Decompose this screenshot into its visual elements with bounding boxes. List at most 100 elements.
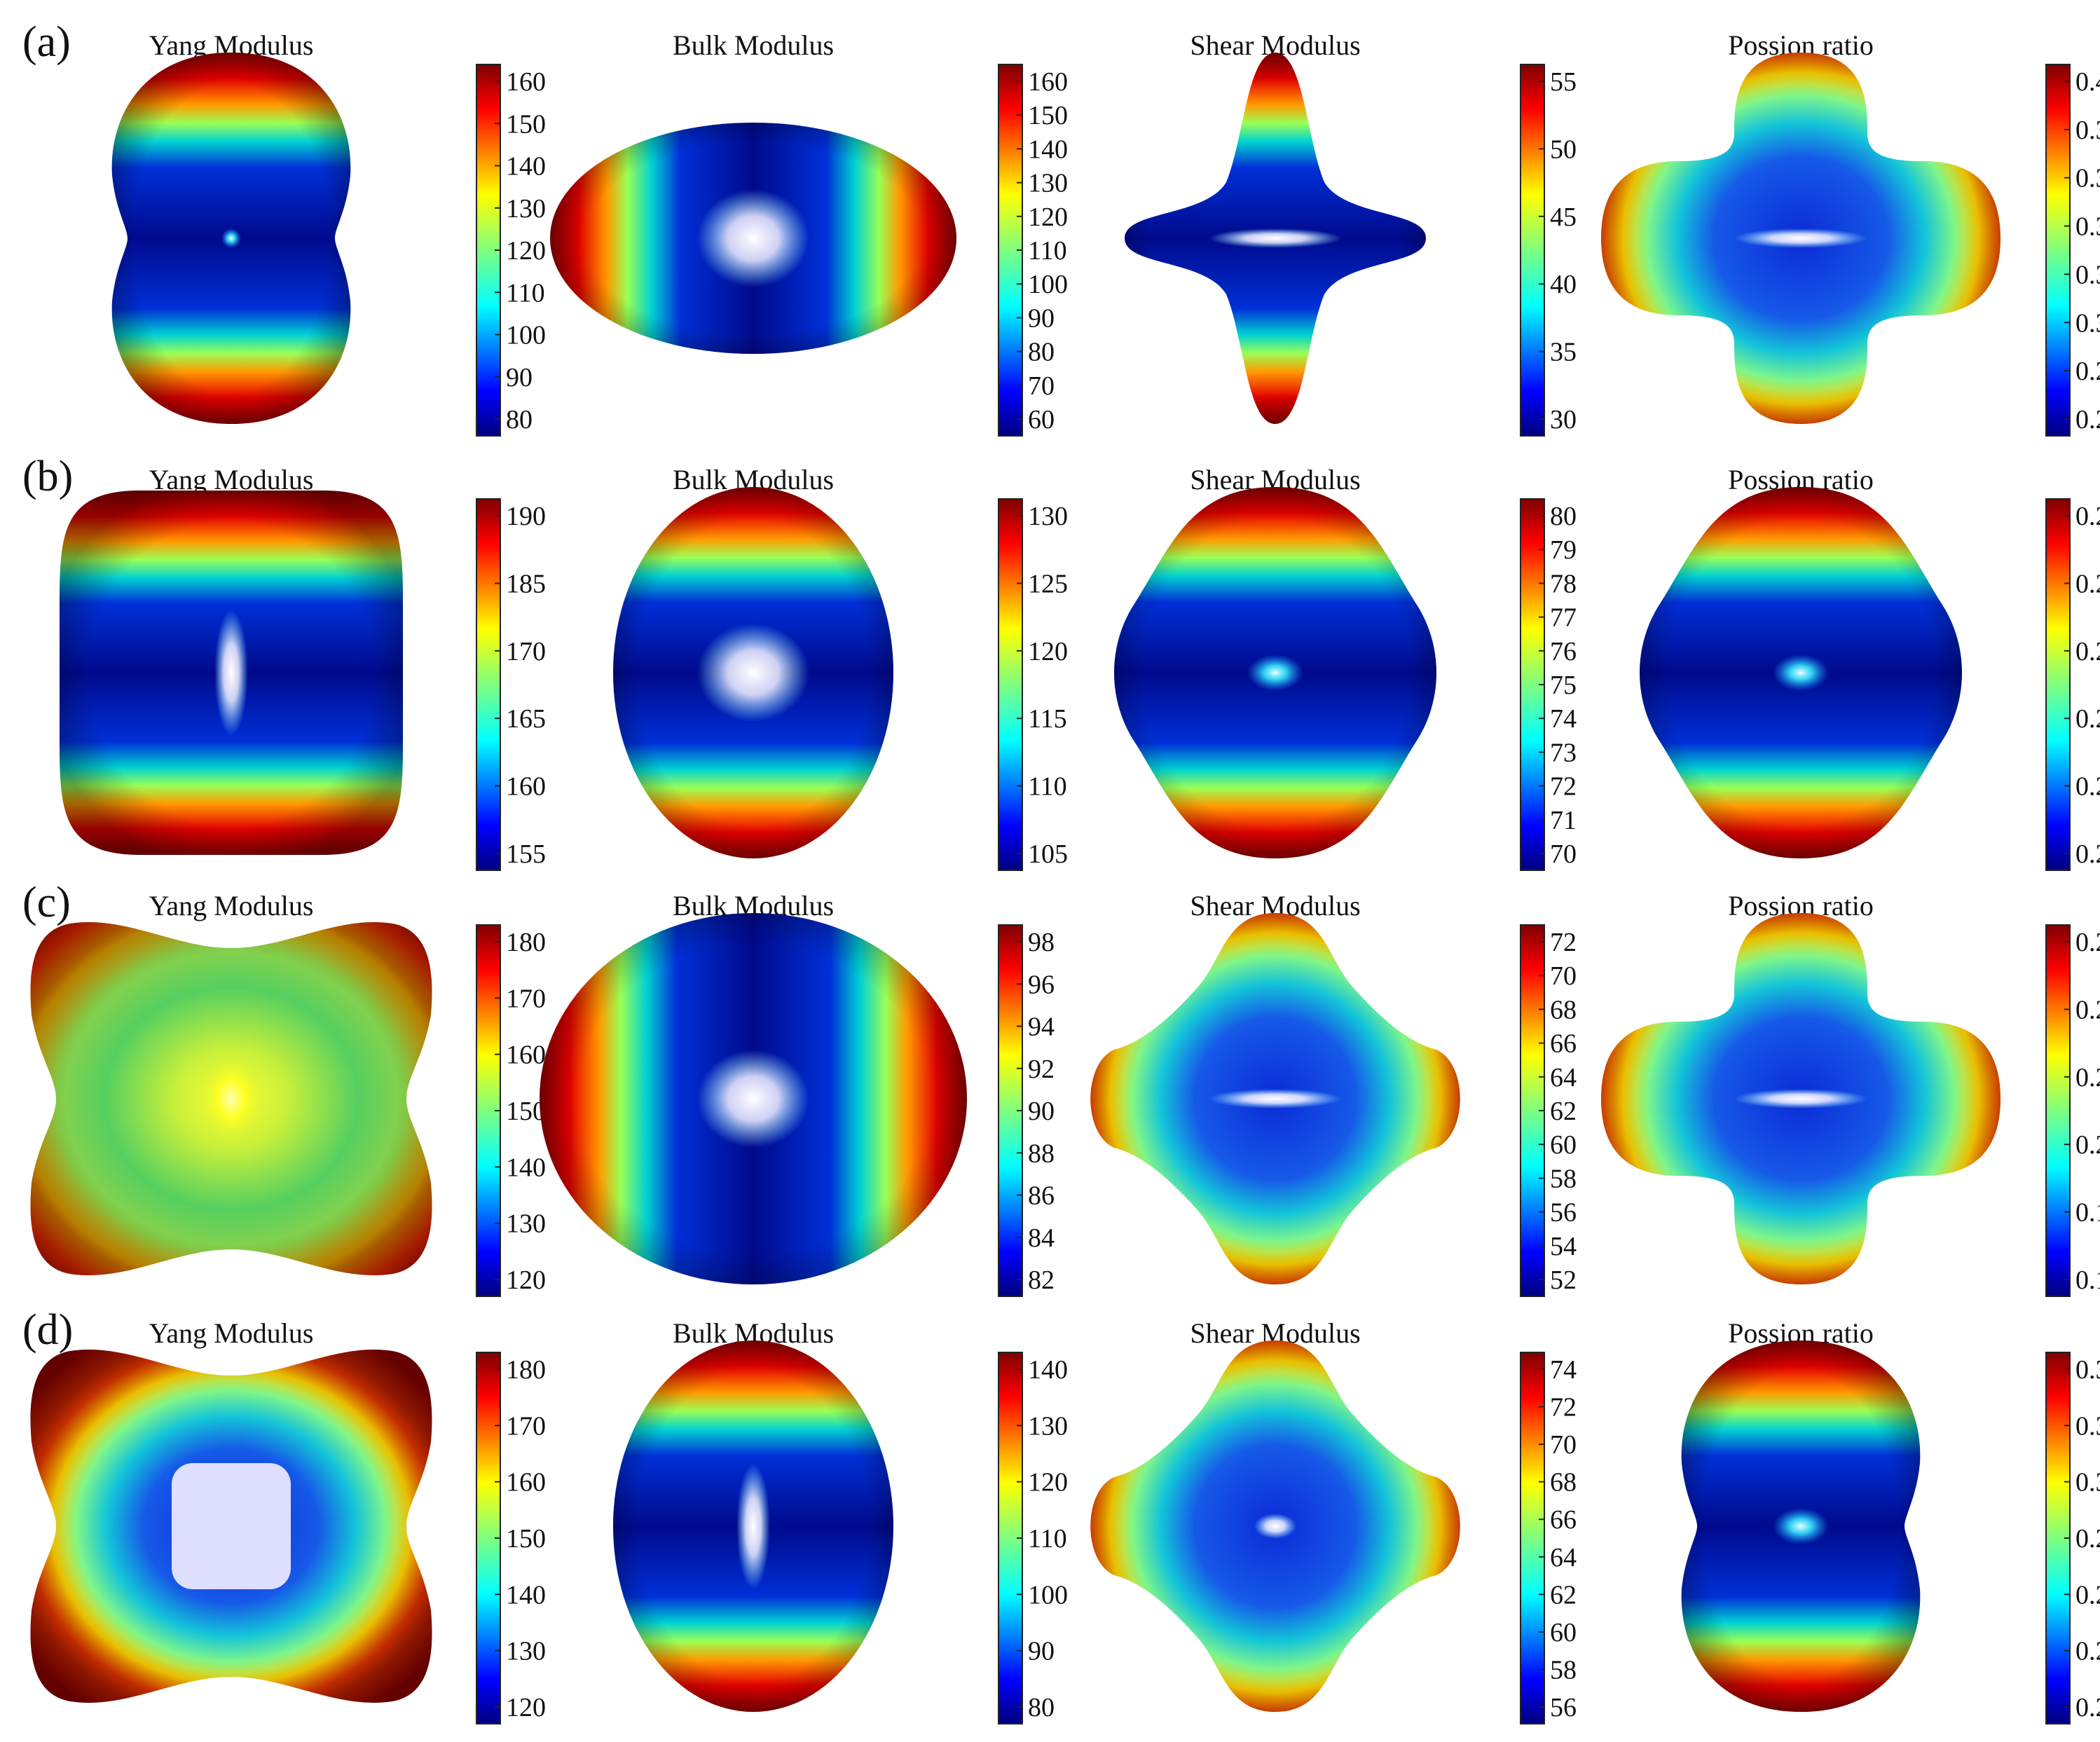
colorbar-tick-label: 0.26	[2075, 1580, 2100, 1610]
surface-plot	[30, 922, 432, 1275]
surface-plot	[1114, 487, 1436, 858]
colorbar-tick-label: 160	[506, 772, 546, 802]
colorbar-tick-label: 70	[1550, 839, 1577, 869]
colorbar-tick-label: 75	[1550, 671, 1577, 700]
colorbar-tick-label: 68	[1550, 995, 1577, 1024]
colorbar-tick-label: 110	[1028, 236, 1067, 266]
colorbar	[2045, 498, 2071, 871]
surface-plot	[540, 913, 967, 1284]
colorbar-tick-label: 150	[1028, 101, 1068, 130]
colorbar-tick-label: 180	[506, 1355, 546, 1385]
center-highlight	[1773, 654, 1829, 691]
center-highlight	[1254, 1514, 1296, 1539]
colorbar-tick-label: 160	[1028, 67, 1068, 97]
colorbar-tick-label: 120	[1028, 1468, 1068, 1497]
surface-plot	[1125, 53, 1426, 424]
colorbar-tick-label: 100	[506, 321, 546, 350]
colorbar-tick-label: 66	[1550, 1029, 1577, 1059]
center-highlight	[1734, 228, 1867, 248]
center-highlight	[697, 1050, 809, 1148]
colorbar-tick-label: 0.24	[2075, 995, 2100, 1024]
row-label: (c)	[22, 879, 71, 926]
colorbar-tick-label: 74	[1550, 704, 1577, 734]
colorbar-tick-label: 68	[1550, 1468, 1577, 1497]
colorbar-tick-label: 94	[1028, 1013, 1055, 1042]
colorbar-tick-label: 0.22	[2075, 1693, 2100, 1722]
colorbar-tick-label: 80	[1550, 502, 1577, 531]
colorbar-tick-label: 100	[1028, 1580, 1068, 1610]
colorbar-tick-label: 140	[506, 1153, 546, 1182]
colorbar-tick-label: 0.22	[2075, 1063, 2100, 1092]
colorbar-tick-label: 60	[1028, 405, 1055, 434]
surface-plot	[1601, 53, 2001, 424]
colorbar-tick-label: 74	[1550, 1355, 1577, 1385]
colorbar-tick-label: 35	[1550, 338, 1577, 367]
colorbar-tick-label: 45	[1550, 203, 1577, 232]
colorbar-tick-label: 86	[1028, 1181, 1055, 1211]
panel-title: Bulk Modulus	[673, 29, 834, 61]
colorbar-tick-label: 0.36	[2075, 164, 2100, 193]
colorbar-tick-label: 0.23	[2075, 772, 2100, 802]
surface-plot	[1681, 1340, 1921, 1712]
colorbar	[2045, 64, 2071, 437]
colorbar-tick-label: 0.28	[2075, 357, 2100, 386]
colorbar-tick-label: 0.40	[2075, 67, 2100, 97]
colorbar-tick-label: 60	[1550, 1618, 1577, 1647]
colorbar-tick-label: 180	[506, 928, 546, 957]
colorbar-tick-label: 78	[1550, 569, 1577, 598]
center-highlight	[1734, 1089, 1867, 1109]
colorbar-tick-label: 58	[1550, 1164, 1577, 1193]
colorbar-tick-label: 120	[1028, 203, 1068, 232]
colorbar-tick-label: 52	[1550, 1266, 1577, 1295]
colorbar-tick-label: 90	[506, 363, 533, 392]
colorbar-tick-label: 56	[1550, 1693, 1577, 1722]
colorbar-tick-label: 72	[1550, 772, 1577, 802]
colorbar-tick-label: 80	[506, 405, 533, 434]
colorbar-tick-label: 125	[1028, 569, 1068, 598]
colorbar-tick-label: 120	[1028, 637, 1068, 666]
center-highlight	[196, 1050, 266, 1148]
row-label: (d)	[22, 1306, 73, 1354]
colorbar-tick-label: 0.30	[2075, 1468, 2100, 1497]
panel-title: Yang Modulus	[149, 890, 314, 921]
row-label: (b)	[22, 453, 73, 500]
colorbar-tick-label: 62	[1550, 1580, 1577, 1610]
colorbar-tick-label: 80	[1028, 338, 1055, 367]
center-highlight	[697, 189, 809, 287]
colorbar-tick-label: 50	[1550, 135, 1577, 164]
center-highlight	[1247, 654, 1303, 691]
colorbar-tick-label: 0.27	[2075, 502, 2100, 531]
colorbar-tick-label: 72	[1550, 928, 1577, 957]
colorbar-tick-label: 71	[1550, 806, 1577, 835]
colorbar-tick-label: 56	[1550, 1198, 1577, 1228]
colorbar-tick-label: 110	[1028, 1524, 1067, 1554]
colorbar-tick-label: 0.22	[2075, 839, 2100, 869]
colorbar-tick-label: 84	[1028, 1223, 1055, 1253]
colorbar-tick-label: 170	[506, 1411, 546, 1441]
colorbar-tick-label: 88	[1028, 1139, 1055, 1168]
colorbar-tick-label: 0.34	[2075, 1355, 2100, 1385]
surface-plot	[60, 491, 403, 855]
colorbar	[998, 498, 1023, 871]
colorbar-tick-label: 0.24	[2075, 1637, 2100, 1666]
colorbar-tick-label: 76	[1550, 637, 1577, 666]
colorbar-tick-label: 140	[1028, 135, 1068, 164]
colorbar-tick-label: 96	[1028, 970, 1055, 999]
colorbar-tick-label: 130	[1028, 1411, 1068, 1441]
colorbar-tick-label: 130	[506, 1209, 546, 1239]
panel-title: Yang Modulus	[149, 464, 314, 495]
colorbar-tick-label: 105	[1028, 839, 1068, 869]
colorbar-tick-label: 98	[1028, 928, 1055, 957]
colorbar-tick-label: 64	[1550, 1063, 1577, 1092]
center-highlight	[1773, 1508, 1829, 1544]
colorbar-tick-label: 120	[506, 1693, 546, 1722]
colorbar-tick-label: 64	[1550, 1543, 1577, 1572]
colorbar-tick-label: 70	[1550, 961, 1577, 991]
colorbar-tick-label: 170	[506, 984, 546, 1013]
colorbar-tick-label: 60	[1550, 1130, 1577, 1160]
colorbar-tick-label: 150	[506, 1524, 546, 1554]
colorbar-tick-label: 0.16	[2075, 1266, 2100, 1295]
colorbar-tick-label: 54	[1550, 1232, 1577, 1261]
colorbar-tick-label: 115	[1028, 704, 1067, 734]
